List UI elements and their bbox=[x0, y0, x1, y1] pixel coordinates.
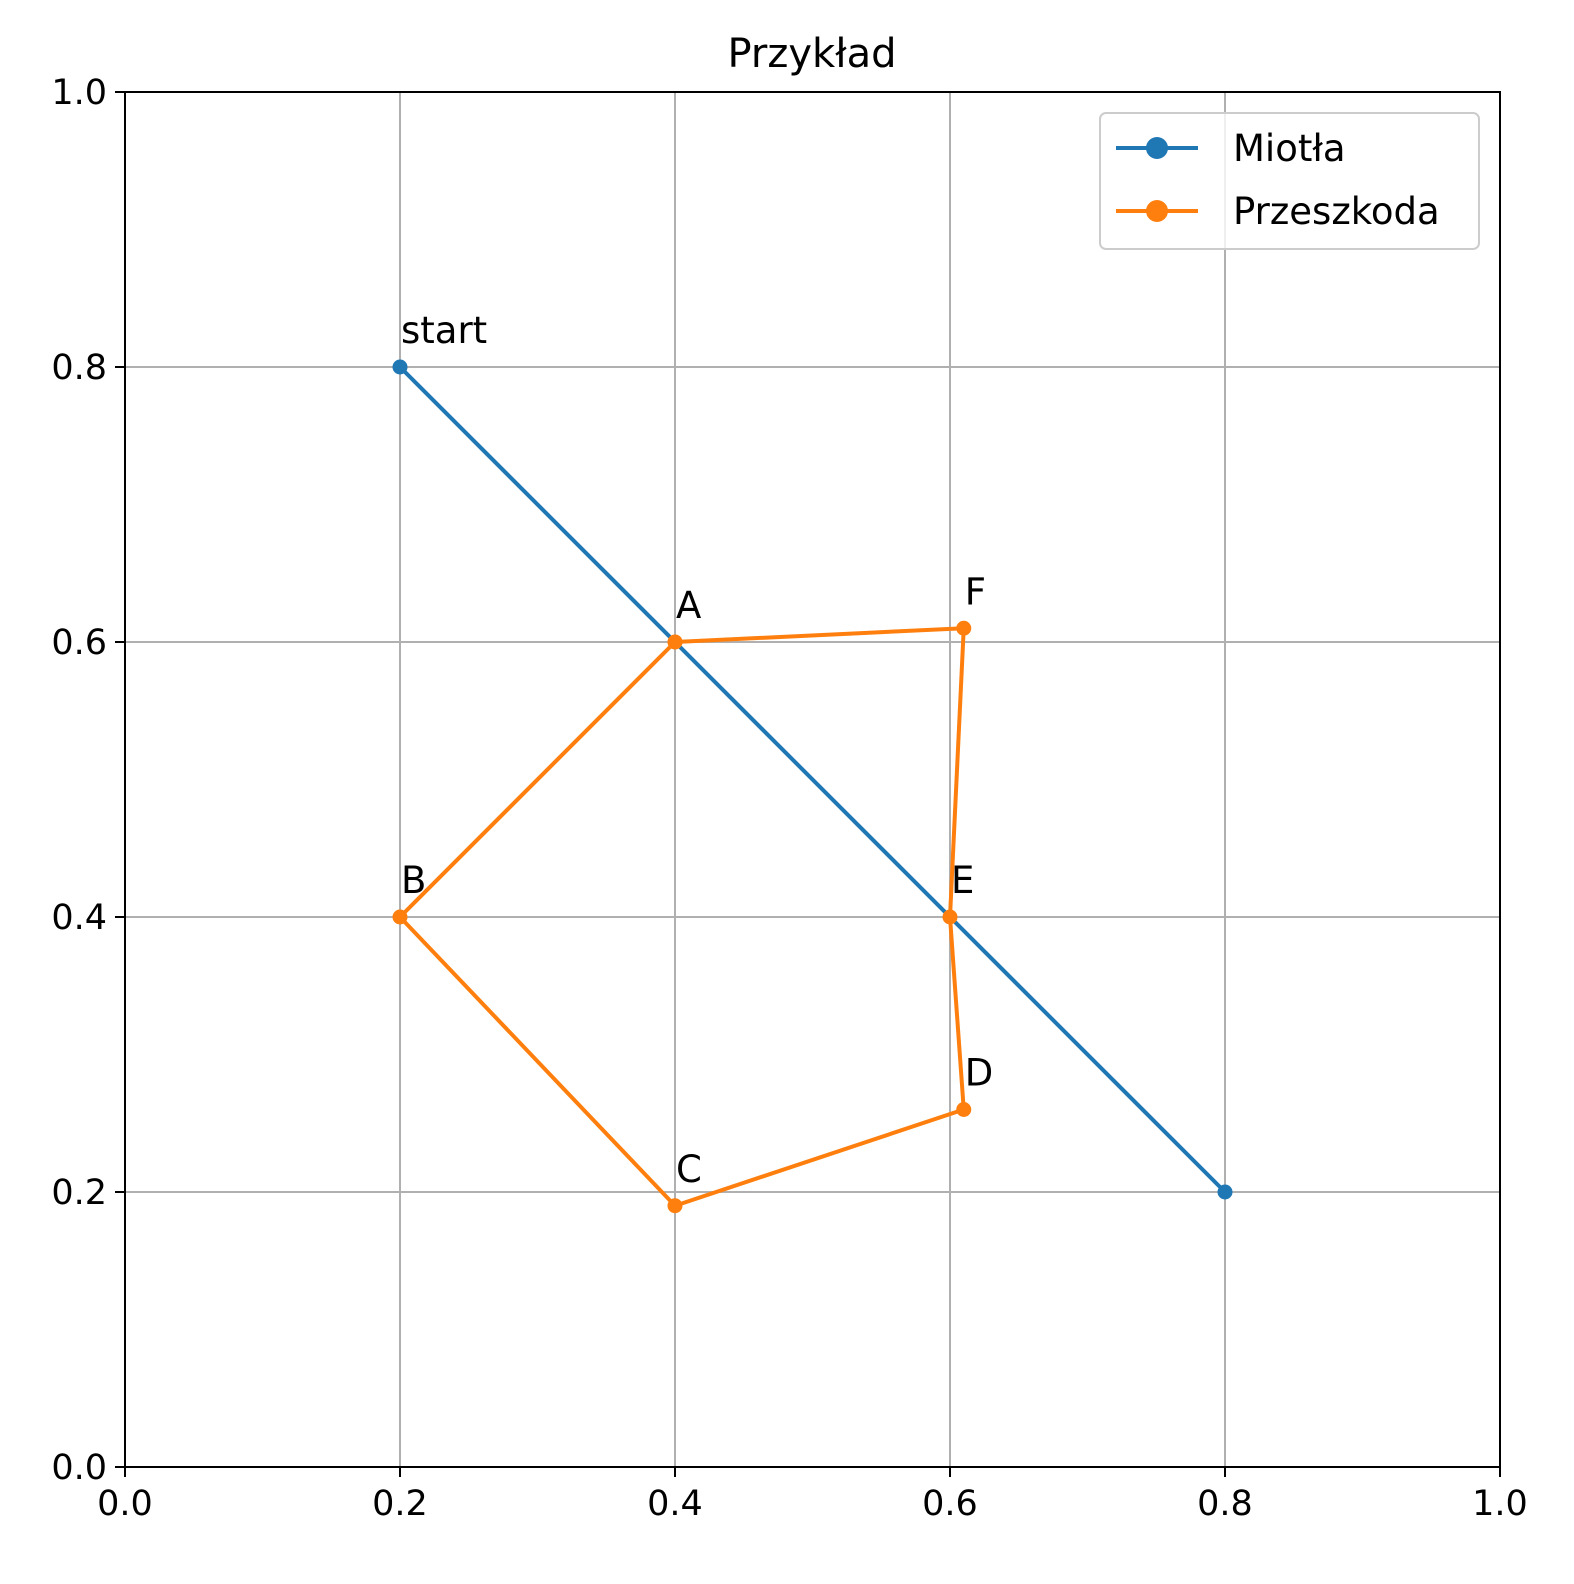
data-point bbox=[942, 909, 958, 925]
y-tick-label: 1.0 bbox=[51, 73, 107, 113]
legend: Miotła Przeszkoda bbox=[1099, 112, 1480, 250]
series-przeszkoda bbox=[392, 620, 972, 1214]
data-point bbox=[392, 909, 408, 925]
series-miotla bbox=[392, 359, 1233, 1200]
x-tick-label: 0.0 bbox=[97, 1484, 153, 1524]
x-tick-label: 0.2 bbox=[372, 1484, 428, 1524]
y-tick-label: 0.6 bbox=[51, 623, 107, 663]
point-label: B bbox=[401, 859, 426, 902]
point-label: F bbox=[965, 570, 986, 613]
data-point bbox=[956, 620, 972, 636]
x-tick-label: 0.8 bbox=[1197, 1484, 1253, 1524]
legend-label: Miotła bbox=[1233, 127, 1346, 170]
point-label: start bbox=[401, 309, 487, 352]
axes: 0.0 0.2 0.4 0.6 0.8 1.0 0.0 0.2 0.4 0.6 0.8 1.0 bbox=[51, 73, 1528, 1524]
x-tick-label: 0.4 bbox=[647, 1484, 703, 1524]
x-tick-label: 0.6 bbox=[922, 1484, 978, 1524]
annotations: start A B C D E F bbox=[401, 309, 993, 1191]
data-point bbox=[667, 634, 683, 650]
plot-frame bbox=[124, 91, 1501, 1468]
data-point bbox=[667, 1198, 683, 1214]
point-label: D bbox=[965, 1052, 994, 1095]
data-point bbox=[956, 1102, 972, 1117]
point-label: A bbox=[676, 584, 701, 627]
y-tick-label: 0.4 bbox=[51, 898, 107, 938]
data-point bbox=[1217, 1184, 1233, 1200]
chart-title: Przykład bbox=[728, 31, 897, 77]
series-layer bbox=[392, 359, 1233, 1214]
grid bbox=[125, 92, 1500, 1467]
x-tick-label: 1.0 bbox=[1472, 1484, 1528, 1524]
data-point bbox=[392, 359, 408, 375]
y-tick-label: 0.0 bbox=[51, 1448, 107, 1488]
legend-item: Miotła bbox=[1116, 127, 1346, 170]
point-label: E bbox=[951, 859, 974, 902]
y-tick-label: 0.2 bbox=[51, 1173, 107, 1213]
legend-swatch-marker bbox=[1146, 137, 1168, 159]
point-label: C bbox=[676, 1148, 702, 1191]
y-tick-label: 0.8 bbox=[51, 348, 107, 388]
legend-item: Przeszkoda bbox=[1116, 190, 1440, 233]
legend-label: Przeszkoda bbox=[1233, 190, 1440, 233]
legend-swatch-marker bbox=[1146, 200, 1168, 222]
series-line bbox=[398, 365, 1227, 1194]
